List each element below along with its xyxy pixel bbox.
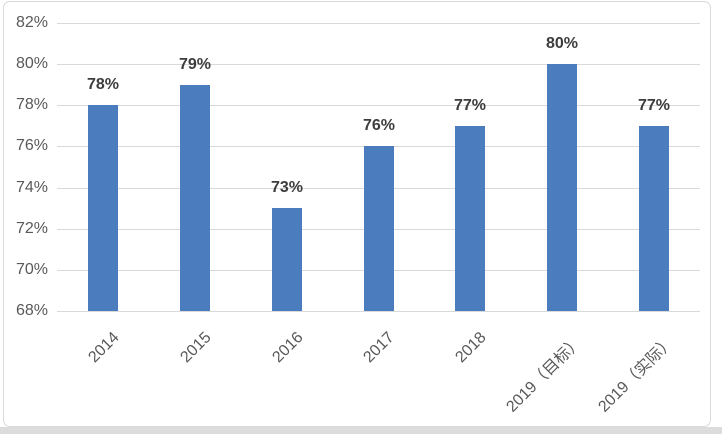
- y-tick-label: 72%: [15, 220, 48, 237]
- x-tick-label: 2017: [360, 329, 399, 367]
- bar: [272, 208, 302, 311]
- bar: [364, 146, 394, 311]
- gridline: [57, 105, 700, 106]
- x-tick-label: 2015: [177, 329, 216, 367]
- bar: [639, 126, 669, 311]
- bar-value-label: 77%: [637, 97, 671, 114]
- bar: [180, 85, 210, 311]
- bar-value-label: 79%: [178, 56, 212, 73]
- gridline: [57, 311, 700, 312]
- bar-value-label: 78%: [86, 76, 120, 93]
- bar-value-label: 80%: [545, 35, 579, 52]
- y-tick-label: 68%: [15, 302, 48, 319]
- x-tick-label: 2019（目标）: [503, 333, 587, 416]
- y-tick-label: 80%: [15, 55, 48, 72]
- bar-value-label: 73%: [270, 179, 304, 196]
- x-tick-label: 2014: [85, 329, 124, 367]
- bar-value-label: 77%: [453, 97, 487, 114]
- bar: [547, 64, 577, 311]
- bar: [88, 105, 118, 311]
- y-tick-label: 74%: [15, 179, 48, 196]
- x-tick-label: 2019（实际）: [595, 333, 679, 416]
- y-tick-label: 70%: [15, 261, 48, 278]
- y-tick-label: 76%: [15, 137, 48, 154]
- x-tick-label: 2018: [452, 329, 491, 367]
- bar-value-label: 76%: [362, 117, 396, 134]
- gridline: [57, 64, 700, 65]
- bottom-border-strip: [0, 427, 722, 434]
- x-tick-label: 2016: [269, 329, 308, 367]
- y-tick-label: 82%: [15, 14, 48, 31]
- gridline: [57, 23, 700, 24]
- bar: [455, 126, 485, 311]
- y-tick-label: 78%: [15, 96, 48, 113]
